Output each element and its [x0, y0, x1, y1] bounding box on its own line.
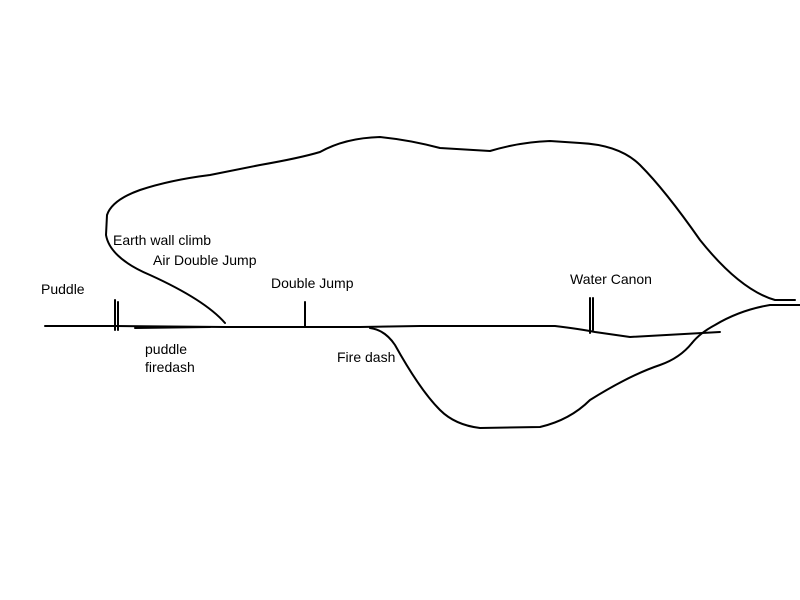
label-fire-dash: Fire dash — [337, 349, 396, 365]
right-descent — [691, 304, 800, 344]
upper-loop-left — [105, 136, 796, 324]
fire-dash-curve — [369, 327, 693, 429]
label-air-double-jump: Air Double Jump — [153, 252, 257, 268]
label-puddle-firedash-line2: firedash — [145, 359, 195, 375]
ground-line — [44, 325, 721, 338]
label-earth-wall-climb: Earth wall climb — [113, 232, 212, 248]
label-water-canon: Water Canon — [570, 271, 652, 287]
label-puddle: Puddle — [41, 281, 85, 297]
label-puddle-firedash-line1: puddle — [145, 341, 188, 357]
puddle-firedash-segment — [134, 326, 211, 329]
label-double-jump: Double Jump — [271, 275, 354, 291]
